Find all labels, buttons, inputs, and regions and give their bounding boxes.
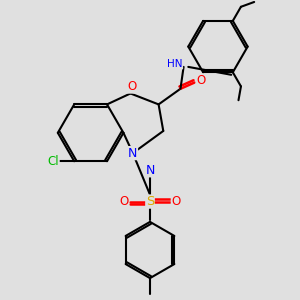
Text: O: O — [128, 80, 137, 93]
Text: S: S — [146, 195, 154, 208]
Text: O: O — [171, 195, 181, 208]
Text: Cl: Cl — [47, 155, 59, 168]
Text: O: O — [119, 195, 129, 208]
Text: N: N — [128, 147, 137, 160]
Text: N: N — [145, 164, 155, 177]
Text: O: O — [196, 74, 206, 88]
Text: HN: HN — [167, 59, 183, 69]
